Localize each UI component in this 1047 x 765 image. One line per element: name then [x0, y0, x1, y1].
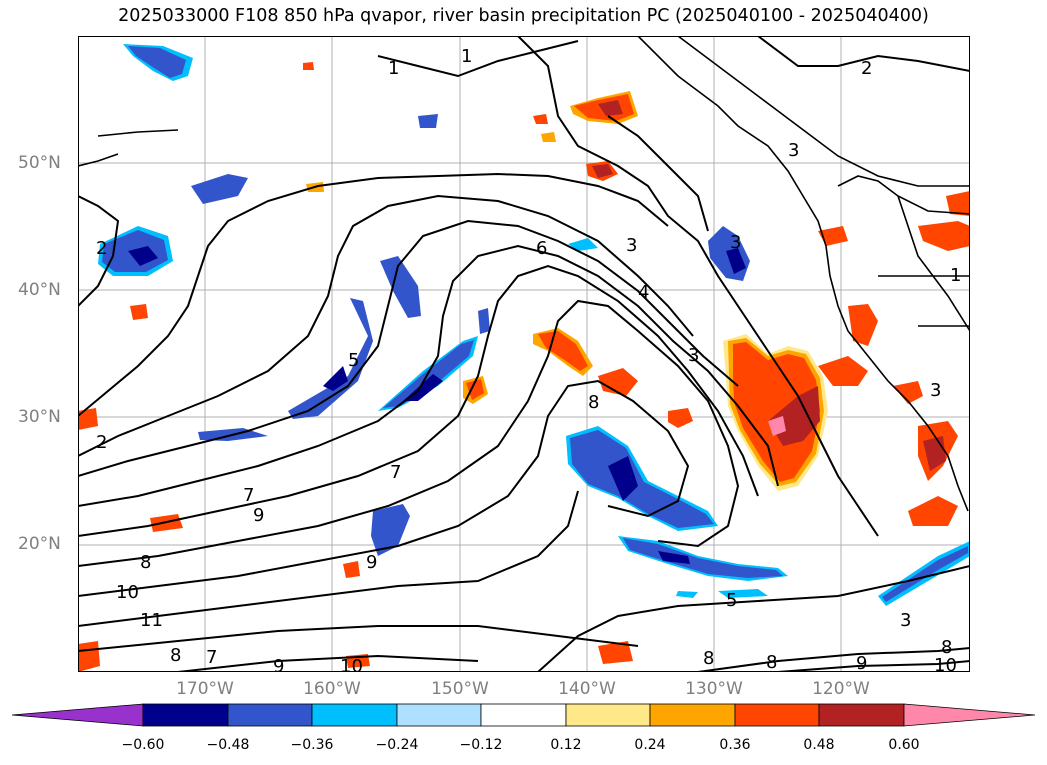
contour-label: 5: [726, 590, 737, 611]
colorbar-tick-label: 0.60: [888, 737, 920, 753]
contour-label: 1: [388, 58, 399, 79]
colorbar-tick-label: 0.48: [803, 737, 835, 753]
contour-label: 8: [588, 392, 599, 413]
contour-label: 2: [96, 238, 107, 259]
colorbar-tick-label: −0.60: [121, 737, 165, 753]
lon-label-160w: 160°W: [303, 679, 361, 699]
colorbar-tick-label: 0.36: [719, 737, 751, 753]
colorbar-cell: [734, 703, 820, 727]
contour-label: 9: [366, 552, 377, 573]
contour-label: 8: [170, 645, 181, 666]
contour-label: 3: [626, 235, 637, 256]
contour-label: 7: [243, 485, 254, 506]
contour-label: 10: [116, 582, 139, 603]
contour-label: 8: [766, 652, 777, 672]
lon-label-120w: 120°W: [812, 679, 870, 699]
map-canvas: 1 1 2 2 3 3 3 3 4 5 6 7 7 8 8 8 8 9 9 10…: [78, 36, 970, 672]
contour-label: 9: [856, 653, 867, 672]
contour-label: 1: [950, 265, 961, 286]
contour-label: 11: [140, 610, 163, 631]
colorbar-min-extension: [11, 703, 144, 727]
contour-label: 7: [390, 462, 401, 483]
colorbar-cell: [227, 703, 313, 727]
negative-anomaly-fills: [98, 44, 970, 606]
lat-label-30n: 30°N: [18, 407, 61, 427]
contour-label: 1: [461, 46, 472, 67]
lon-label-170w: 170°W: [176, 679, 234, 699]
contour-lines: [78, 36, 970, 672]
contour-label: 10: [340, 656, 363, 672]
colorbar-cell: [565, 703, 651, 727]
contour-label: 9: [273, 656, 284, 672]
colorbar-tick-label: −0.48: [206, 737, 250, 753]
contour-label-group: 1 1 2 2 3 3 3 3 4 5 6 7 7 8 8 8 8 9 9 10…: [96, 46, 961, 672]
contour-label: 6: [536, 238, 547, 259]
plot-title: 2025033000 F108 850 hPa qvapor, river ba…: [118, 6, 929, 26]
contour-label: 2: [96, 432, 107, 453]
lat-label-20n: 20°N: [18, 534, 61, 554]
contour-label: 3: [730, 232, 741, 253]
contour-label: 10: [934, 655, 957, 672]
contour-label: 3: [688, 345, 699, 366]
contour-label: 3: [900, 610, 911, 631]
contour-label: 2: [861, 58, 872, 79]
contour-label: 7: [206, 647, 217, 668]
contour-label: 5: [348, 350, 359, 371]
colorbar-cell: [396, 703, 482, 727]
lon-label-150w: 150°W: [431, 679, 489, 699]
colorbar-tick-label: −0.12: [459, 737, 503, 753]
colorbar-cell: [142, 703, 229, 727]
gridlines: [78, 36, 970, 672]
contour-label: 8: [941, 637, 952, 658]
contour-label: 4: [638, 282, 649, 303]
colorbar: [11, 703, 1036, 727]
colorbar-tick-label: −0.24: [375, 737, 419, 753]
contour-label: 3: [930, 380, 941, 401]
colorbar-cell: [649, 703, 736, 727]
colorbar-max-extension: [903, 703, 1036, 727]
lat-label-40n: 40°N: [18, 280, 61, 300]
contour-label: 9: [253, 505, 264, 526]
colorbar-tick-label: −0.36: [290, 737, 334, 753]
contour-label: 3: [788, 140, 799, 161]
lon-label-140w: 140°W: [558, 679, 616, 699]
colorbar-tick-label: 0.12: [550, 737, 582, 753]
lon-label-130w: 130°W: [685, 679, 743, 699]
map-panel: 1 1 2 2 3 3 3 3 4 5 6 7 7 8 8 8 8 9 9 10…: [78, 36, 970, 672]
lat-label-50n: 50°N: [18, 153, 61, 173]
contour-label: 8: [703, 648, 714, 669]
colorbar-cell: [480, 703, 567, 727]
coastlines: [78, 36, 970, 512]
contour-label: 8: [140, 552, 151, 573]
colorbar-tick-label: 0.24: [634, 737, 666, 753]
colorbar-cell: [311, 703, 398, 727]
colorbar-cell: [818, 703, 905, 727]
positive-anomaly-fills: [78, 62, 970, 672]
